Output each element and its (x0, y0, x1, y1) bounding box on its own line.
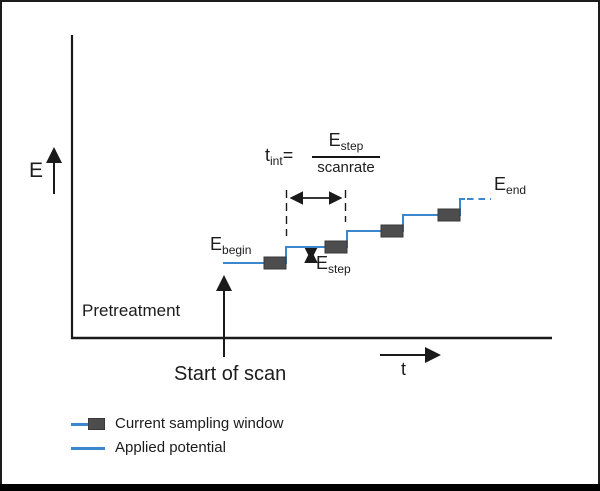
e-step-main: E (316, 253, 329, 273)
formula-numerator-sub: step (340, 139, 364, 153)
e-begin-sub: begin (222, 243, 252, 257)
e-step-label: Estep (316, 253, 351, 275)
sampling-window-box-icon (88, 418, 105, 430)
sampling-window-rect (437, 208, 461, 222)
e-begin-main: E (210, 234, 223, 254)
sampling-window-rect (324, 240, 348, 254)
formula-lhs-sub: int (270, 154, 283, 168)
formula-numerator: Estep (312, 130, 380, 152)
sampling-window-rect (263, 256, 287, 270)
e-end-label: Eend (494, 174, 526, 196)
applied-potential-line-icon (71, 447, 105, 450)
x-axis-label: t (401, 359, 407, 379)
legend-label: Applied potential (115, 439, 226, 456)
current-sampling-window-swatch-icon (71, 416, 105, 432)
start-of-scan-label: Start of scan (174, 363, 287, 385)
formula-equals-sign: = (282, 145, 294, 165)
formula-fraction-bar (312, 156, 380, 158)
sampling-window-rect (380, 224, 404, 238)
y-axis-label: E (29, 159, 44, 182)
formula-denominator: scanrate (317, 159, 375, 176)
e-end-sub: end (506, 183, 527, 197)
legend-item-current-sampling-window: Current sampling window (71, 416, 283, 432)
e-begin-label: Ebegin (210, 234, 251, 256)
applied-potential-swatch-icon (71, 440, 105, 456)
e-step-sub: step (328, 262, 351, 276)
formula-lhs-main: t (265, 145, 271, 165)
e-end-main: E (494, 174, 507, 194)
pretreatment-label: Pretreatment (82, 301, 181, 320)
formula-lhs: tint= (265, 145, 293, 167)
applied-potential-line-icon (71, 423, 91, 426)
legend-label: Current sampling window (115, 415, 284, 432)
formula-numerator-main: E (328, 130, 341, 150)
bottom-border-bar (0, 484, 600, 491)
legend-item-applied-potential: Applied potential (71, 440, 226, 456)
applied-potential-staircase-line (223, 198, 465, 264)
